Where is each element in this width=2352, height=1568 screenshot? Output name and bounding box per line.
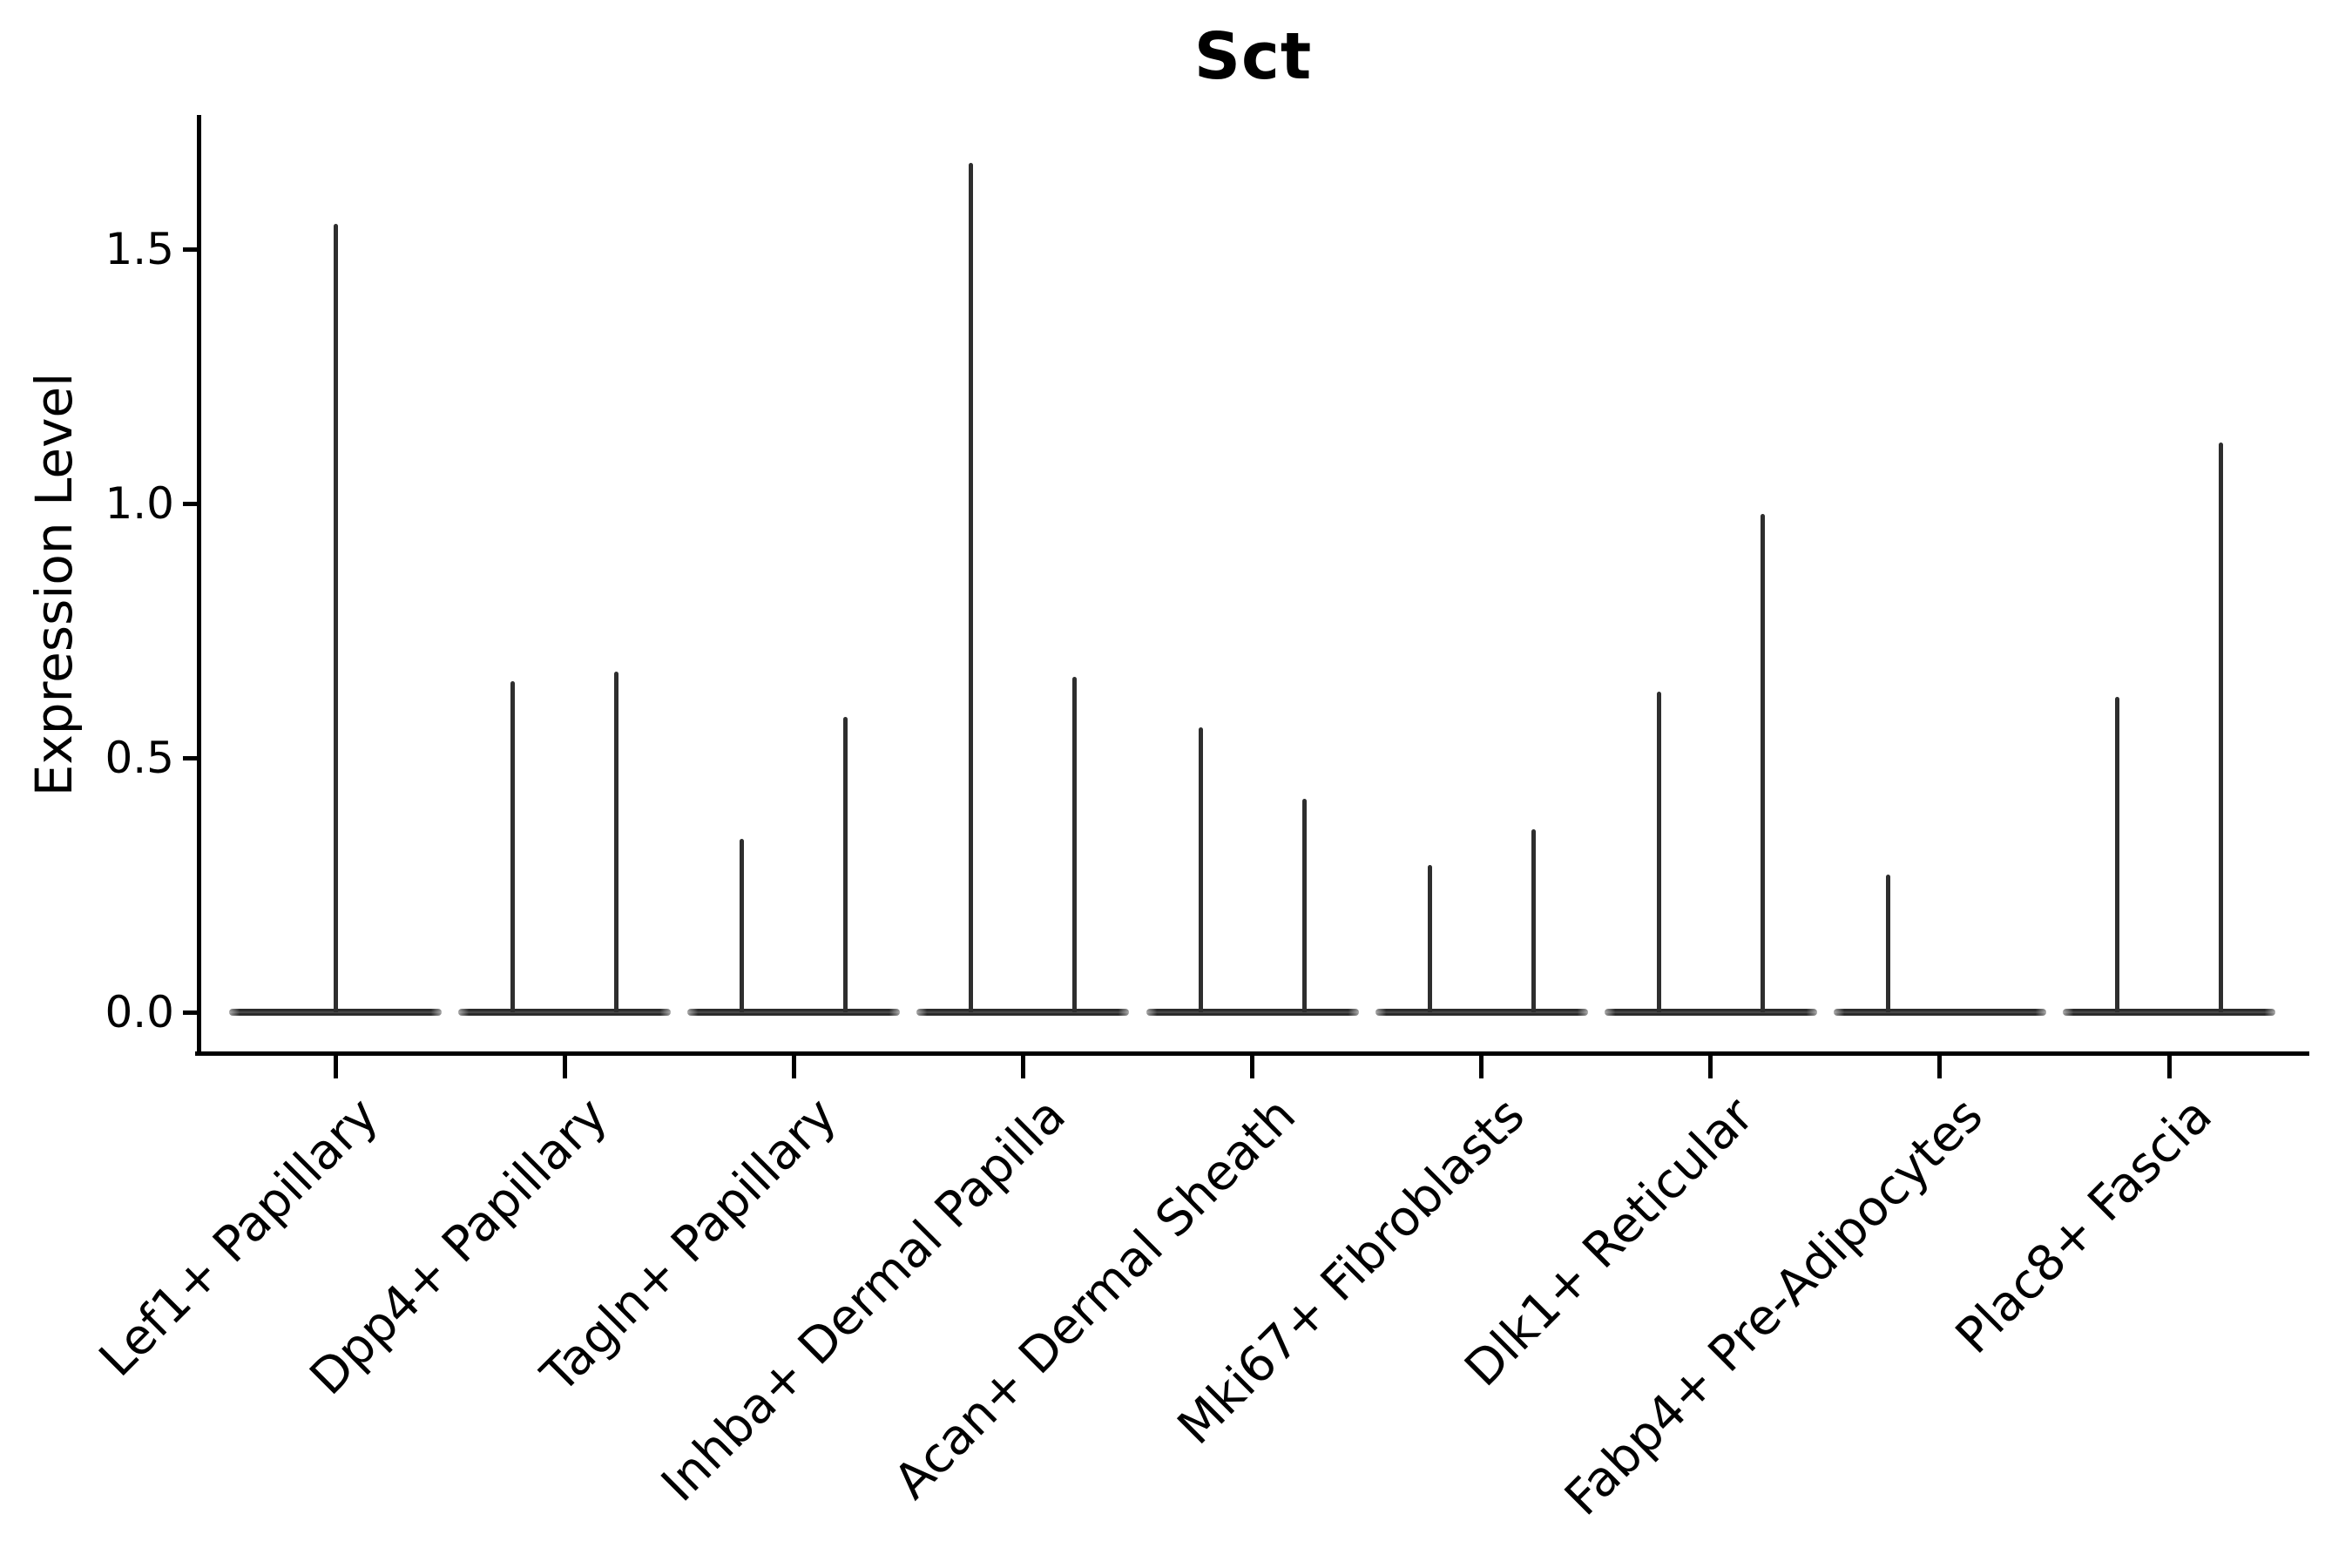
violin-spike [1072, 676, 1078, 1012]
violin-base [229, 1009, 442, 1016]
violin-spike [333, 223, 338, 1012]
x-tick [1250, 1054, 1254, 1078]
violin-spike [843, 717, 848, 1012]
y-axis-spine [197, 115, 201, 1054]
violin-spike [510, 681, 516, 1012]
violin-spike [614, 671, 619, 1012]
x-tick [791, 1054, 796, 1078]
chart-title: Sct [1193, 19, 1313, 94]
violin-spike [1885, 875, 1890, 1012]
violin-base [916, 1009, 1130, 1016]
violin-base [1833, 1009, 2046, 1016]
violin-spike [1531, 828, 1536, 1012]
x-tick [333, 1054, 338, 1078]
x-tick [1020, 1054, 1025, 1078]
violin-base [458, 1009, 672, 1016]
violin-spike [1656, 692, 1661, 1012]
violin-spike [740, 839, 745, 1012]
x-axis-spine [195, 1051, 2309, 1056]
y-tick-label: 0.0 [105, 987, 174, 1037]
x-tick [2166, 1054, 2172, 1078]
x-tick [1937, 1054, 1943, 1078]
violin-spike [1760, 513, 1765, 1012]
y-tick-label: 1.5 [105, 224, 174, 274]
y-tick-label: 1.0 [105, 478, 174, 529]
x-tick [562, 1054, 567, 1078]
violin-base [1375, 1009, 1588, 1016]
y-tick [183, 755, 197, 760]
x-tick [1708, 1054, 1713, 1078]
y-tick [183, 1010, 197, 1015]
violin-spike [2219, 442, 2223, 1012]
y-tick [183, 247, 197, 252]
x-tick [1479, 1054, 1484, 1078]
y-tick [183, 501, 197, 506]
violin-spike [2115, 696, 2119, 1012]
violin-spike [1301, 798, 1307, 1012]
y-tick-label: 0.5 [105, 733, 174, 783]
violin-base [1146, 1009, 1359, 1016]
violin-spike [1427, 864, 1432, 1012]
violin-base [2063, 1009, 2275, 1016]
violin-base [1604, 1009, 1817, 1016]
violin-spike [969, 162, 974, 1012]
violin-spike [1198, 727, 1203, 1012]
violin-base [687, 1009, 901, 1016]
